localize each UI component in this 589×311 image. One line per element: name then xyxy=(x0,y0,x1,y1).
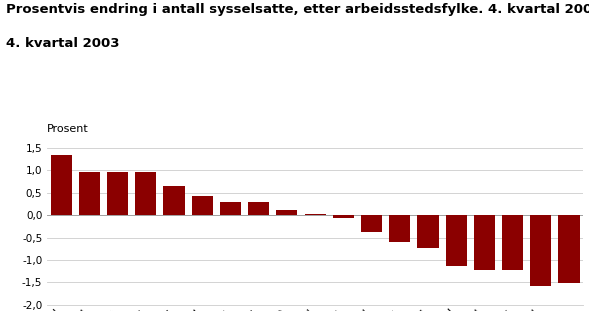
Bar xyxy=(361,215,382,232)
Text: 4. kvartal 2003: 4. kvartal 2003 xyxy=(6,37,120,50)
Bar xyxy=(107,172,128,215)
Bar xyxy=(79,172,100,215)
Bar xyxy=(558,215,580,283)
Bar xyxy=(305,214,326,215)
Bar xyxy=(276,210,297,215)
Bar xyxy=(502,215,523,270)
Bar xyxy=(389,215,411,242)
Bar xyxy=(191,196,213,215)
Bar xyxy=(474,215,495,270)
Bar xyxy=(418,215,439,248)
Bar xyxy=(248,202,269,215)
Bar xyxy=(135,172,157,215)
Bar xyxy=(333,215,354,218)
Bar xyxy=(164,186,184,215)
Bar xyxy=(530,215,551,286)
Text: Prosent: Prosent xyxy=(47,124,89,134)
Bar xyxy=(51,155,72,215)
Bar xyxy=(446,215,466,266)
Text: Prosentvis endring i antall sysselsatte, etter arbeidsstedsfylke. 4. kvartal 200: Prosentvis endring i antall sysselsatte,… xyxy=(6,3,589,16)
Bar xyxy=(220,202,241,215)
